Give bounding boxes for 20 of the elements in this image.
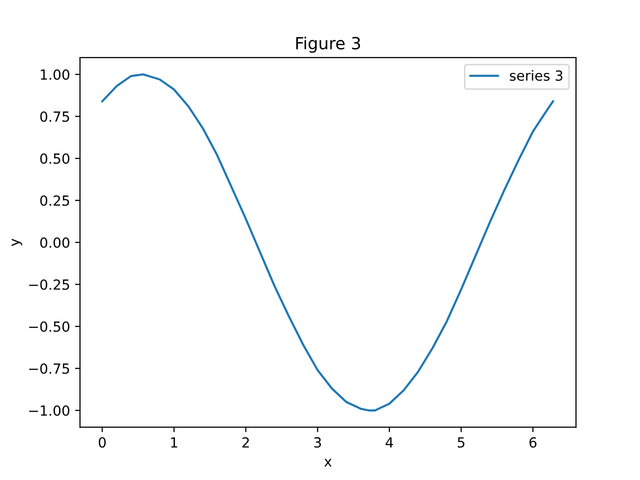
y-tick-label: −0.25 (29, 279, 70, 290)
x-tick-label: 2 (242, 437, 249, 448)
chart-title: Figure 3 (296, 36, 360, 53)
y-tick-label: −0.75 (29, 363, 70, 374)
x-tick-label: 6 (529, 437, 536, 448)
x-tick-label: 3 (314, 437, 321, 448)
x-tick-label: 5 (458, 437, 464, 448)
y-tick-label: −1.00 (29, 405, 70, 416)
x-tick-label: 4 (386, 437, 394, 448)
y-tick-label: 0.75 (40, 111, 70, 122)
y-tick-label: 1.00 (40, 69, 70, 80)
y-tick-label: 0.00 (40, 237, 70, 248)
y-tick-label: −0.50 (29, 321, 70, 332)
y-tick-label: 0.50 (40, 153, 70, 164)
x-tick-label: 0 (98, 437, 106, 448)
y-axis-title: y (12, 238, 22, 246)
y-tick-label: 0.25 (40, 195, 70, 206)
x-axis-title: x (324, 458, 332, 466)
legend-label: series 3 (510, 70, 562, 81)
x-tick-label: 1 (171, 437, 178, 448)
